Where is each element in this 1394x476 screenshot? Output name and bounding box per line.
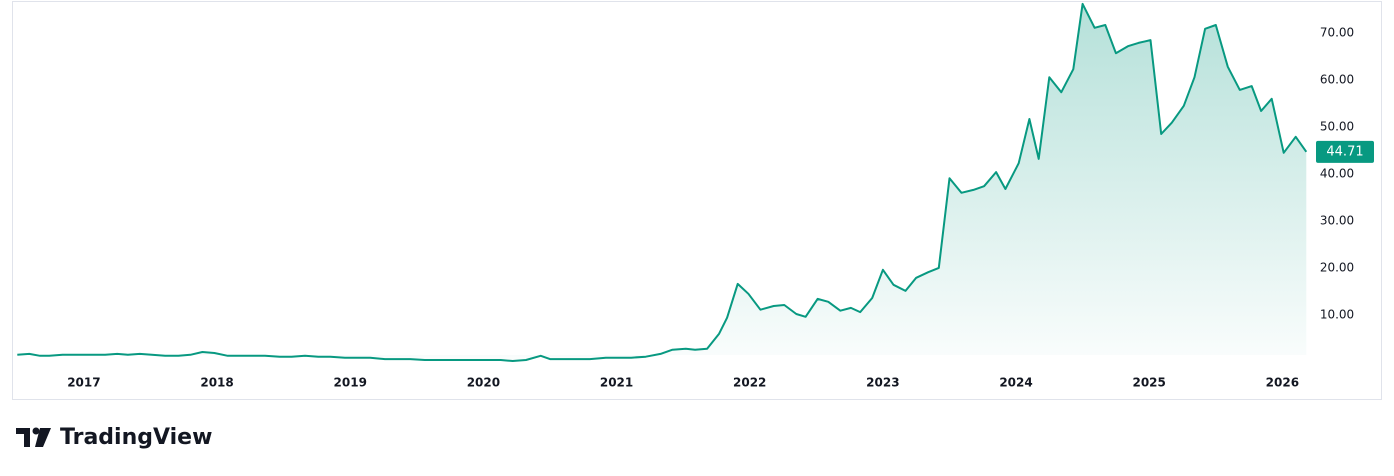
brand: TradingView xyxy=(60,425,212,450)
y-tick-label: 40.00 xyxy=(1320,166,1354,180)
logo: TradingView xyxy=(16,425,212,450)
y-tick-label: 70.00 xyxy=(1320,26,1354,40)
x-tick-label: 2023 xyxy=(866,376,899,390)
logo-mark xyxy=(16,428,30,447)
last-value-label: 44.71 xyxy=(1326,144,1363,159)
y-tick-label: 60.00 xyxy=(1320,72,1354,86)
x-tick-label: 2024 xyxy=(999,376,1032,390)
area xyxy=(17,3,1307,362)
y-tick-label: 50.00 xyxy=(1320,119,1354,133)
x-tick-label: 2021 xyxy=(600,376,633,390)
y-tick-label: 20.00 xyxy=(1320,260,1354,274)
y-tick-label: 30.00 xyxy=(1320,213,1354,227)
x-tick-label: 2019 xyxy=(334,376,367,390)
logo-mark xyxy=(35,428,51,447)
x-tick-label: 2026 xyxy=(1266,376,1299,390)
x-tick-label: 2025 xyxy=(1132,376,1165,390)
x-tick-label: 2020 xyxy=(467,376,500,390)
x-tick-label: 2017 xyxy=(67,376,100,390)
chart-frame xyxy=(12,1,1382,400)
line xyxy=(17,2,1308,362)
x-tick-label: 2022 xyxy=(733,376,766,390)
logo-dot xyxy=(32,427,40,435)
last-value-tag xyxy=(1316,140,1374,163)
x-tick-label: 2018 xyxy=(200,376,233,390)
y-tick-label: 10.00 xyxy=(1320,307,1354,321)
